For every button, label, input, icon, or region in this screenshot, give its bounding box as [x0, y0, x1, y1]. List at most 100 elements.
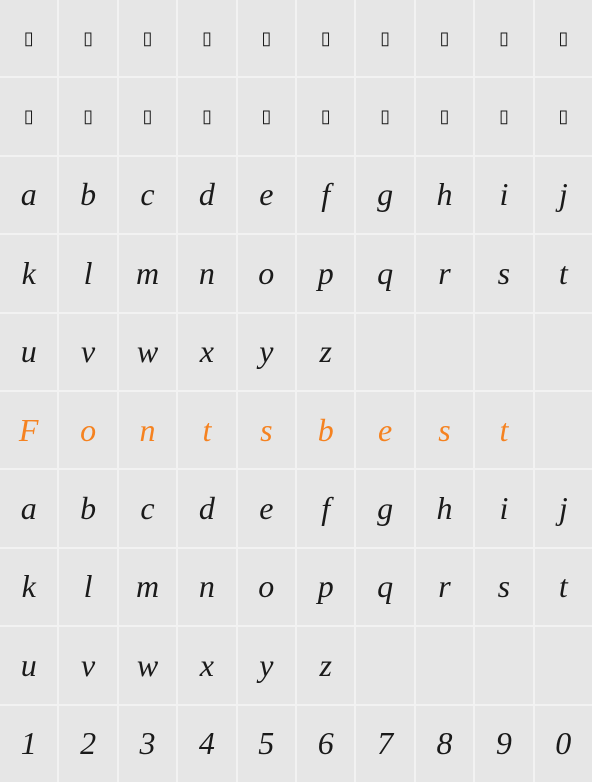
glyph-cell: ▯: [59, 0, 116, 76]
glyph-cell: ▯: [416, 0, 473, 76]
glyph-cell: [416, 627, 473, 703]
glyph-cell: v: [59, 314, 116, 390]
glyph-cell: ▯: [178, 78, 235, 154]
glyph-cell: d: [178, 157, 235, 233]
glyph-cell: k: [0, 235, 57, 311]
glyph-cell: [356, 314, 413, 390]
glyph-cell: z: [297, 314, 354, 390]
glyph-cell: ▯: [119, 0, 176, 76]
glyph-cell: x: [178, 314, 235, 390]
glyph-cell: ▯: [0, 0, 57, 76]
glyph-cell: o: [238, 549, 295, 625]
glyph-cell: t: [535, 235, 592, 311]
glyph-cell: t: [475, 392, 532, 468]
glyph-cell: c: [119, 470, 176, 546]
glyph-cell: u: [0, 314, 57, 390]
glyph-cell: x: [178, 627, 235, 703]
glyph-cell: 7: [356, 706, 413, 782]
glyph-cell: t: [178, 392, 235, 468]
glyph-cell: 9: [475, 706, 532, 782]
glyph-cell: j: [535, 470, 592, 546]
glyph-cell: l: [59, 235, 116, 311]
glyph-cell: f: [297, 157, 354, 233]
glyph-cell: v: [59, 627, 116, 703]
glyph-cell: e: [238, 470, 295, 546]
glyph-cell: [416, 314, 473, 390]
glyph-cell: a: [0, 470, 57, 546]
glyph-cell: [535, 314, 592, 390]
glyph-cell: ▯: [297, 0, 354, 76]
glyph-cell: i: [475, 157, 532, 233]
glyph-cell: ▯: [59, 78, 116, 154]
glyph-cell: w: [119, 314, 176, 390]
glyph-cell: h: [416, 470, 473, 546]
glyph-cell: m: [119, 549, 176, 625]
glyph-cell: ▯: [119, 78, 176, 154]
glyph-cell: n: [119, 392, 176, 468]
glyph-cell: f: [297, 470, 354, 546]
glyph-cell: ▯: [178, 0, 235, 76]
glyph-cell: q: [356, 235, 413, 311]
glyph-cell: 1: [0, 706, 57, 782]
glyph-cell: ▯: [356, 0, 413, 76]
glyph-cell: g: [356, 470, 413, 546]
glyph-cell: i: [475, 470, 532, 546]
glyph-cell: h: [416, 157, 473, 233]
glyph-cell: m: [119, 235, 176, 311]
glyph-cell: w: [119, 627, 176, 703]
glyph-cell: b: [59, 470, 116, 546]
glyph-cell: y: [238, 627, 295, 703]
glyph-cell: s: [475, 549, 532, 625]
glyph-cell: c: [119, 157, 176, 233]
glyph-cell: ▯: [0, 78, 57, 154]
glyph-cell: ▯: [475, 78, 532, 154]
glyph-cell: ▯: [356, 78, 413, 154]
glyph-cell: [356, 627, 413, 703]
glyph-cell: j: [535, 157, 592, 233]
glyph-cell: ▯: [475, 0, 532, 76]
glyph-cell: p: [297, 235, 354, 311]
glyph-cell: [535, 627, 592, 703]
glyph-cell: l: [59, 549, 116, 625]
glyph-cell: 8: [416, 706, 473, 782]
glyph-cell: 3: [119, 706, 176, 782]
glyph-cell: o: [59, 392, 116, 468]
glyph-cell: g: [356, 157, 413, 233]
glyph-cell: d: [178, 470, 235, 546]
glyph-cell: r: [416, 549, 473, 625]
glyph-cell: e: [238, 157, 295, 233]
glyph-cell: b: [59, 157, 116, 233]
glyph-cell: 6: [297, 706, 354, 782]
glyph-cell: F: [0, 392, 57, 468]
glyph-cell: ▯: [297, 78, 354, 154]
glyph-cell: ▯: [238, 0, 295, 76]
glyph-cell: y: [238, 314, 295, 390]
glyph-cell: s: [238, 392, 295, 468]
glyph-cell: p: [297, 549, 354, 625]
glyph-cell: s: [475, 235, 532, 311]
glyph-cell: z: [297, 627, 354, 703]
glyph-cell: [475, 627, 532, 703]
glyph-cell: a: [0, 157, 57, 233]
glyph-cell: 4: [178, 706, 235, 782]
glyph-cell: n: [178, 235, 235, 311]
glyph-cell: 5: [238, 706, 295, 782]
glyph-cell: n: [178, 549, 235, 625]
glyph-cell: t: [535, 549, 592, 625]
glyph-grid: ▯▯▯▯▯▯▯▯▯▯▯▯▯▯▯▯▯▯▯▯abcdefghijklmnopqrst…: [0, 0, 592, 782]
glyph-cell: 2: [59, 706, 116, 782]
glyph-cell: r: [416, 235, 473, 311]
glyph-cell: e: [356, 392, 413, 468]
glyph-cell: ▯: [416, 78, 473, 154]
glyph-cell: q: [356, 549, 413, 625]
glyph-cell: o: [238, 235, 295, 311]
glyph-cell: ▯: [238, 78, 295, 154]
glyph-cell: s: [416, 392, 473, 468]
glyph-cell: ▯: [535, 78, 592, 154]
glyph-cell: k: [0, 549, 57, 625]
glyph-cell: [475, 314, 532, 390]
glyph-cell: 0: [535, 706, 592, 782]
glyph-cell: u: [0, 627, 57, 703]
glyph-cell: b: [297, 392, 354, 468]
glyph-cell: ▯: [535, 0, 592, 76]
